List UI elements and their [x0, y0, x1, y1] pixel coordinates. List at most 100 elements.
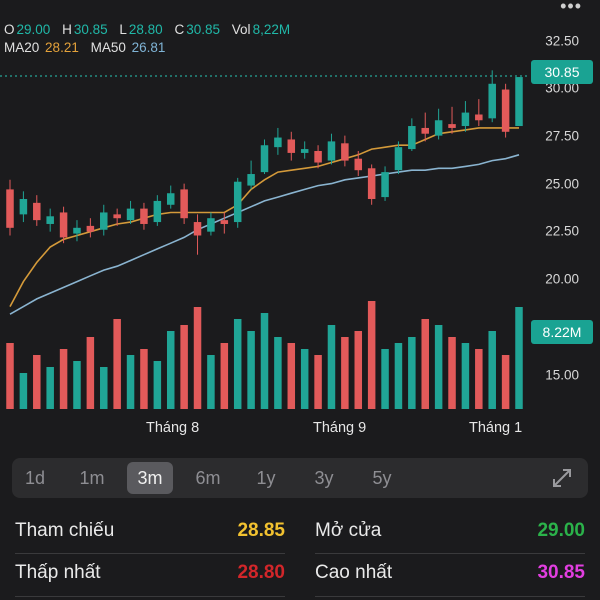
tab-1y[interactable]: 1y — [256, 468, 276, 488]
candle-body — [73, 227, 81, 234]
candle-body — [153, 200, 162, 223]
divider — [15, 553, 285, 554]
volume-bar — [100, 367, 108, 409]
candle-body — [46, 216, 54, 224]
candle — [73, 220, 81, 242]
candle-body — [408, 126, 416, 150]
candle — [100, 204, 108, 236]
candle-body — [515, 77, 523, 127]
x-axis-label: Tháng 1 — [469, 420, 523, 436]
last-price-tag: 30.85 — [531, 60, 593, 84]
volume-bar — [515, 307, 523, 409]
candle-body — [19, 199, 28, 215]
volume-value: 8,22M — [252, 22, 291, 37]
candle-body — [220, 220, 229, 224]
high-key: H — [62, 22, 72, 37]
y-tick-label: 20.00 — [545, 271, 579, 287]
candle-body — [488, 83, 496, 119]
candle-body — [126, 208, 135, 221]
tab-1d[interactable]: 1d — [24, 468, 46, 488]
volume-bar — [300, 349, 309, 409]
candle — [434, 108, 443, 140]
low-price-label: Thấp nhất — [15, 562, 101, 583]
candle — [193, 214, 202, 255]
candle — [327, 133, 336, 165]
open-key: O — [4, 22, 15, 37]
tab-3y[interactable]: 3y — [314, 468, 334, 488]
candle — [260, 139, 269, 175]
reference-price-value: 28.85 — [237, 520, 285, 541]
ma-readout: MA20 28.21 MA50 26.81 — [4, 40, 165, 55]
volume-bars — [6, 301, 523, 409]
candle — [394, 141, 403, 175]
candle — [300, 141, 309, 159]
ohlc-readout: O 29.00 H 30.85 L 28.80 C 30.85 Vol 8,22M — [4, 22, 298, 37]
candle — [421, 112, 429, 142]
candle-body — [448, 124, 456, 128]
candle-body — [381, 172, 389, 198]
volume-bar — [408, 337, 416, 409]
candle — [220, 212, 229, 234]
period-selector: 1d 1m 3m 6m 1y 3y 5y — [12, 458, 588, 498]
last-volume-tag: 8.22M — [531, 320, 593, 344]
volume-bar — [381, 349, 389, 409]
volume-bar — [33, 355, 41, 409]
high-value: 30.85 — [73, 22, 108, 37]
expand-icon[interactable] — [550, 466, 574, 490]
candle-body — [421, 127, 429, 134]
volume-bar — [86, 337, 95, 409]
candle-body — [207, 218, 215, 232]
candle — [207, 212, 215, 236]
volume-bar — [140, 349, 148, 409]
volume-bar — [341, 337, 349, 409]
price-chart[interactable] — [0, 0, 600, 415]
low-value: 28.80 — [128, 22, 163, 37]
volume-bar — [260, 313, 269, 409]
volume-bar — [274, 337, 282, 409]
ma20-label: MA20 — [4, 40, 40, 55]
candle-body — [274, 137, 282, 148]
volume-bar — [113, 319, 121, 409]
candle — [274, 127, 282, 155]
open-price-label: Mở cửa — [315, 520, 382, 541]
y-tick-label: 32.50 — [545, 33, 579, 49]
volume-bar — [207, 355, 215, 409]
divider — [15, 596, 285, 597]
ma50-label: MA50 — [90, 40, 126, 55]
candle — [6, 179, 14, 236]
candle — [153, 195, 162, 226]
candle — [488, 70, 496, 123]
tab-5y[interactable]: 5y — [372, 468, 392, 488]
ma20-line — [9, 127, 519, 307]
candle — [287, 131, 296, 161]
tab-1m[interactable]: 1m — [79, 468, 105, 488]
candle — [126, 200, 135, 224]
volume-bar — [488, 331, 496, 409]
candle — [86, 218, 95, 238]
ma50-line — [9, 154, 520, 315]
candle — [461, 101, 470, 132]
candle-body — [6, 189, 14, 228]
candle — [448, 106, 456, 134]
more-options-icon[interactable]: ••• — [560, 0, 582, 16]
tab-3m[interactable]: 3m — [127, 462, 173, 494]
volume-bar — [501, 355, 510, 409]
volume-bar — [461, 343, 470, 409]
low-price-value: 28.80 — [237, 562, 285, 583]
y-tick-label: 30.00 — [545, 80, 579, 96]
candle-body — [461, 112, 470, 127]
candle — [475, 99, 483, 127]
candle-body — [341, 143, 349, 161]
candle — [341, 135, 349, 167]
candle-body — [354, 158, 363, 171]
x-axis-label: Tháng 8 — [146, 420, 200, 436]
candle-body — [247, 174, 255, 186]
candle — [59, 206, 68, 244]
open-value: 29.00 — [16, 22, 51, 37]
tab-6m[interactable]: 6m — [195, 468, 221, 488]
open-price-value: 29.00 — [537, 520, 585, 541]
candle-body — [314, 150, 322, 163]
candle-body — [501, 89, 510, 132]
volume-bar — [421, 319, 429, 409]
candle-body — [193, 222, 202, 236]
